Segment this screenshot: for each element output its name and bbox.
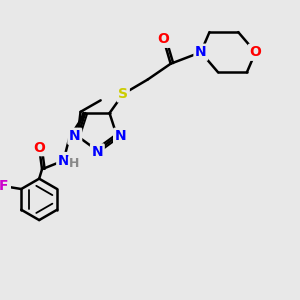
Text: N: N bbox=[69, 129, 81, 143]
Text: N: N bbox=[92, 145, 103, 159]
Text: O: O bbox=[250, 45, 261, 59]
Text: N: N bbox=[58, 154, 69, 168]
Text: N: N bbox=[195, 45, 207, 59]
Text: N: N bbox=[115, 129, 126, 143]
Text: H: H bbox=[68, 157, 79, 170]
Text: F: F bbox=[0, 179, 9, 193]
Text: O: O bbox=[158, 32, 169, 46]
Text: O: O bbox=[33, 141, 45, 154]
Text: S: S bbox=[118, 87, 128, 101]
